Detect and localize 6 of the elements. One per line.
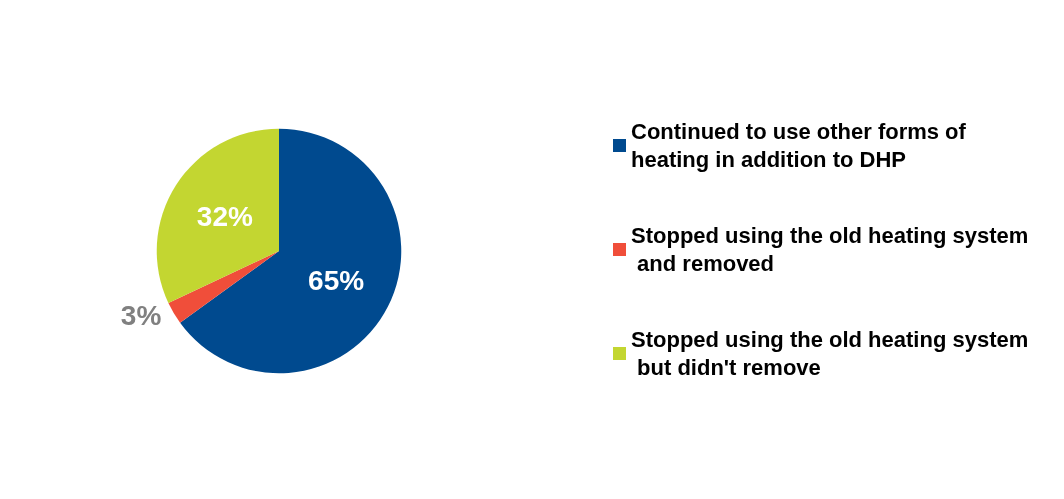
legend-label: Continued to use other forms of heating in addition to DHP [631, 119, 972, 172]
data-label: 32% [196, 201, 253, 233]
data-label: 65% [308, 264, 365, 296]
legend-label: Stopped using the old heating system and removed [631, 223, 1029, 276]
legend-label: Stopped using the old heating system but didn't remove [631, 327, 1029, 380]
data-label: 3% [120, 299, 162, 331]
